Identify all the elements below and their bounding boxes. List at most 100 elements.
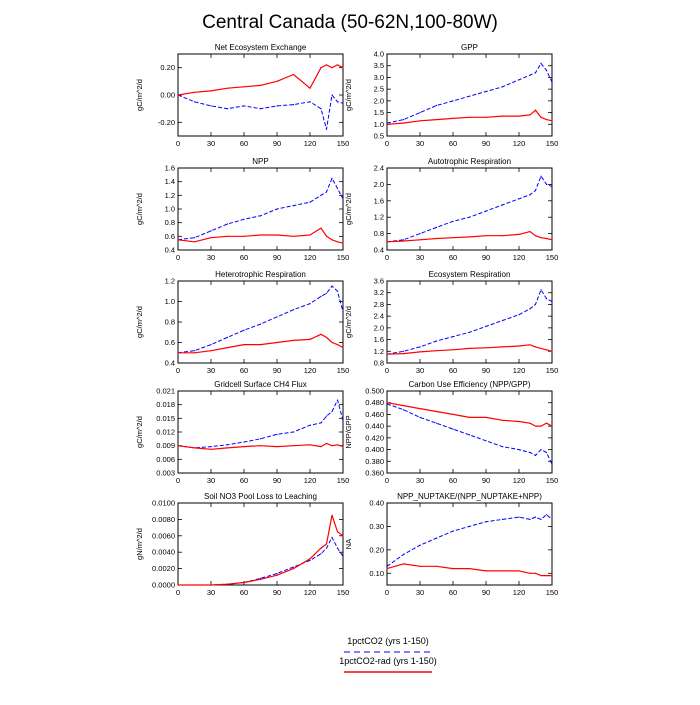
y-tick-label: 2.0 [374,96,384,105]
y-tick-label: 1.0 [374,120,384,129]
data-point [518,420,520,423]
data-point [402,353,405,355]
data-point [529,451,531,454]
data-point [320,227,322,229]
data-point [292,431,295,433]
data-point [325,292,328,294]
x-tick-label: 60 [240,588,248,597]
series-line-1pctco2-rad [386,402,553,427]
panel-title: NPP_NUPTAKE/(NPP_NUPTAKE+NPP) [397,492,542,501]
data-point [325,128,328,130]
panel-title: Net Ecosystem Exchange [215,43,307,52]
y-tick-label: 0.018 [156,400,175,409]
data-point [325,543,328,545]
data-point [193,101,196,103]
data-point [325,336,328,338]
data-point [243,344,245,346]
data-point [386,403,388,405]
data-point [551,518,553,521]
y-axis-label: gC/m^2/d [135,416,144,448]
panel-carbon-use-efficiency-npp-gpp: Carbon Use Efficiency (NPP/GPP) NPP/GPP 0 3… [344,380,558,485]
data-point [226,336,229,338]
data-point [534,235,537,237]
panel-heterotrophic-respiration: Heterotrophic Respiration gC/m^2/d 0 30 60 90… [135,270,349,375]
data-point [226,347,229,349]
panel-gpp: GPP gC/m^2/d 0 30 60 90 120 150 0.5 1.0 1.5 2.0 2.5 3… [344,43,558,148]
data-point [342,242,344,244]
data-point [336,344,339,346]
y-axis-label: gC/m^2/d [135,193,144,225]
series-line-1pctco2 [177,177,344,241]
y-tick-label: 0.4 [374,246,384,255]
y-tick-label: 0.4 [165,246,175,255]
x-tick-label: 0 [176,588,180,597]
data-point [452,117,454,119]
y-axis-label: gC/m^2/d [135,79,144,111]
data-point [342,347,344,349]
data-point [452,237,454,239]
data-point [309,444,311,446]
y-tick-label: 1.6 [374,335,384,344]
data-point [435,340,438,342]
plot-frame [177,280,344,364]
x-tick-label: 0 [176,139,180,148]
data-point [309,558,311,560]
x-tick-label: 90 [482,366,490,375]
y-axis-label: NPP/GPP [344,415,353,448]
data-point [419,120,421,122]
x-tick-label: 120 [513,366,526,375]
data-point [501,518,504,521]
data-point [518,570,520,572]
y-tick-label: 0.460 [365,410,384,419]
panel-title: Autotrophic Respiration [428,157,511,166]
data-point [309,87,311,89]
data-point [468,568,471,570]
data-point [210,584,212,586]
panel-title: NPP [252,157,268,166]
x-tick-label: 60 [240,366,248,375]
data-point [325,547,328,549]
data-point [435,410,438,413]
y-axis-label: NA [344,539,353,549]
x-tick-label: 150 [337,588,350,597]
data-point [419,239,421,241]
data-point [342,535,344,537]
data-point [501,319,504,322]
y-tick-label: 0.400 [365,445,384,454]
data-point [540,425,542,427]
data-point [518,516,520,518]
data-point [336,241,339,243]
data-point [529,518,531,521]
data-point [331,177,333,179]
panel-title: Ecosystem Respiration [429,270,511,279]
series-line-1pctco2 [177,285,344,354]
data-point [226,447,229,449]
panel-title: Gridcell Surface CH4 Flux [214,380,306,389]
data-point [309,338,311,340]
x-tick-label: 30 [207,588,215,597]
x-tick-label: 0 [385,588,389,597]
data-point [386,122,388,124]
data-point [551,185,553,188]
data-point [292,339,295,341]
series-line-1pctco2 [386,289,553,355]
data-point [292,309,295,311]
data-point [226,223,229,225]
x-tick-label: 60 [240,476,248,485]
data-point [292,568,295,570]
data-point [540,175,542,177]
plot-frame [386,280,553,364]
y-tick-label: 3.2 [374,288,384,297]
y-tick-label: 0.015 [156,414,175,423]
data-point [309,101,311,103]
data-point [545,575,548,577]
y-axis-label: gC/m^2/d [344,306,353,338]
x-tick-label: 120 [304,588,317,597]
data-point [325,64,328,66]
y-tick-label: 0.6 [165,232,175,241]
x-tick-label: 0 [176,253,180,262]
data-point [468,116,471,118]
data-point [210,448,212,450]
data-point [529,572,531,574]
data-point [501,570,504,572]
